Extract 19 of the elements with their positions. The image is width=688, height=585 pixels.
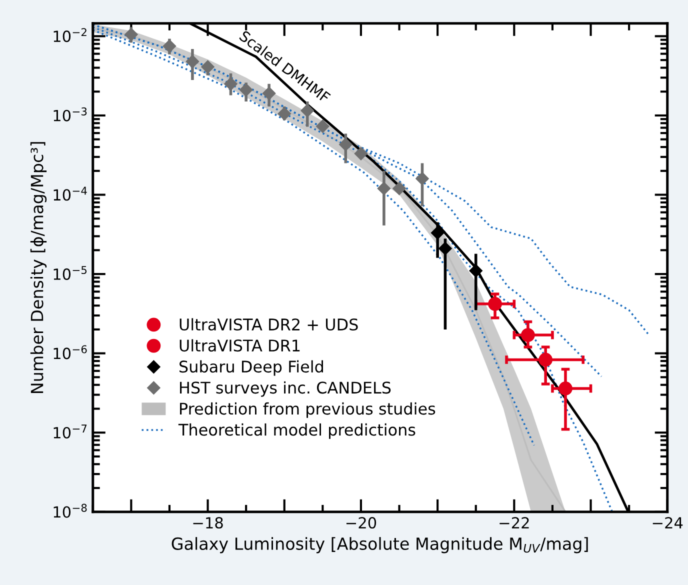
legend-label: UltraVISTA DR2 + UDS [180, 318, 358, 331]
y-tick-label: 10$^{−8}$ [54, 504, 87, 518]
y-tick-label: 10$^{−6}$ [54, 345, 87, 360]
legend-label: Theoretical model predictions [178, 423, 416, 439]
y-tick-label: 10$^{−7}$ [54, 424, 87, 439]
legend-label: HST surveys inc. CANDELS [180, 381, 391, 397]
x-tick-label: −24 [652, 517, 683, 528]
y-axis-title: Number Density [ϕ/mag/Mpc³] [30, 142, 47, 393]
y-tick-label: 10$^{−2}$ [54, 28, 86, 42]
y-tick-label: 10$^{−5}$ [54, 266, 87, 280]
legend-label: Subaru Deep Field [180, 360, 323, 376]
legend-label: UltraVISTA DR1 [180, 339, 300, 352]
x-tick-label: −18 [193, 517, 223, 529]
x-tick-label: −20 [346, 517, 376, 529]
legend-label: Prediction from previous studies [180, 402, 436, 418]
x-axis-title: Galaxy Luminosity [Absolute Magnitude M$_{UV}$/mag] [172, 537, 588, 554]
y-tick-label: 10$^{−3}$ [54, 107, 87, 122]
y-tick-label: 10$^{−4}$ [54, 186, 87, 201]
x-tick-label: −22 [500, 517, 529, 528]
